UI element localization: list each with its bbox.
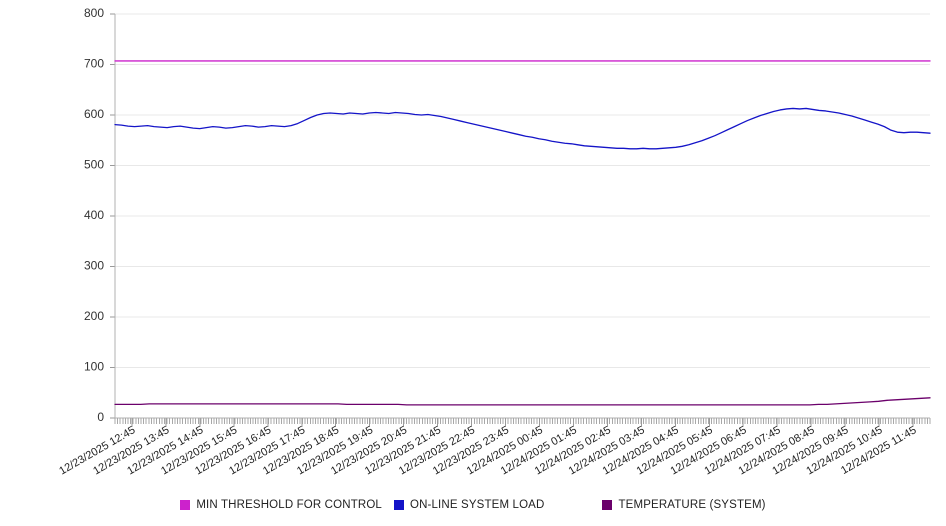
y-tick-label: 800 xyxy=(84,6,104,20)
legend-label: ON-LINE SYSTEM LOAD xyxy=(409,499,545,511)
y-tick-label: 0 xyxy=(97,410,104,424)
legend-swatch-icon xyxy=(393,500,404,510)
grid-lines xyxy=(115,13,930,368)
legend-label: MIN THRESHOLD FOR CONTROL xyxy=(196,499,382,511)
y-tick-label: 200 xyxy=(84,309,104,323)
legend-item-on-line-system-load[interactable]: ON-LINE SYSTEM LOAD xyxy=(393,499,545,511)
y-axis: 0 100 200 300 400 500 600 700 800 xyxy=(84,6,116,424)
y-tick-label: 300 xyxy=(84,259,104,273)
y-tick-label: 500 xyxy=(84,158,104,172)
series-line-temperature-system xyxy=(114,397,931,406)
y-tick-label: 700 xyxy=(84,57,104,71)
series-lines xyxy=(114,60,931,406)
series-line-on-line-system-load xyxy=(114,107,931,150)
chart-legend: MIN THRESHOLD FOR CONTROL ON-LINE SYSTEM… xyxy=(0,495,946,515)
legend-item-min-threshold-for-control[interactable]: MIN THRESHOLD FOR CONTROL xyxy=(180,499,382,511)
legend-item-temperature-system[interactable]: TEMPERATURE (SYSTEM) xyxy=(602,499,766,511)
x-axis xyxy=(114,417,931,427)
y-tick-label: 400 xyxy=(84,208,104,222)
legend-swatch-icon xyxy=(180,500,191,510)
legend-label: TEMPERATURE (SYSTEM) xyxy=(618,499,766,511)
y-tick-label: 100 xyxy=(84,360,104,374)
legend-swatch-icon xyxy=(602,500,613,510)
y-tick-label: 600 xyxy=(84,107,104,121)
